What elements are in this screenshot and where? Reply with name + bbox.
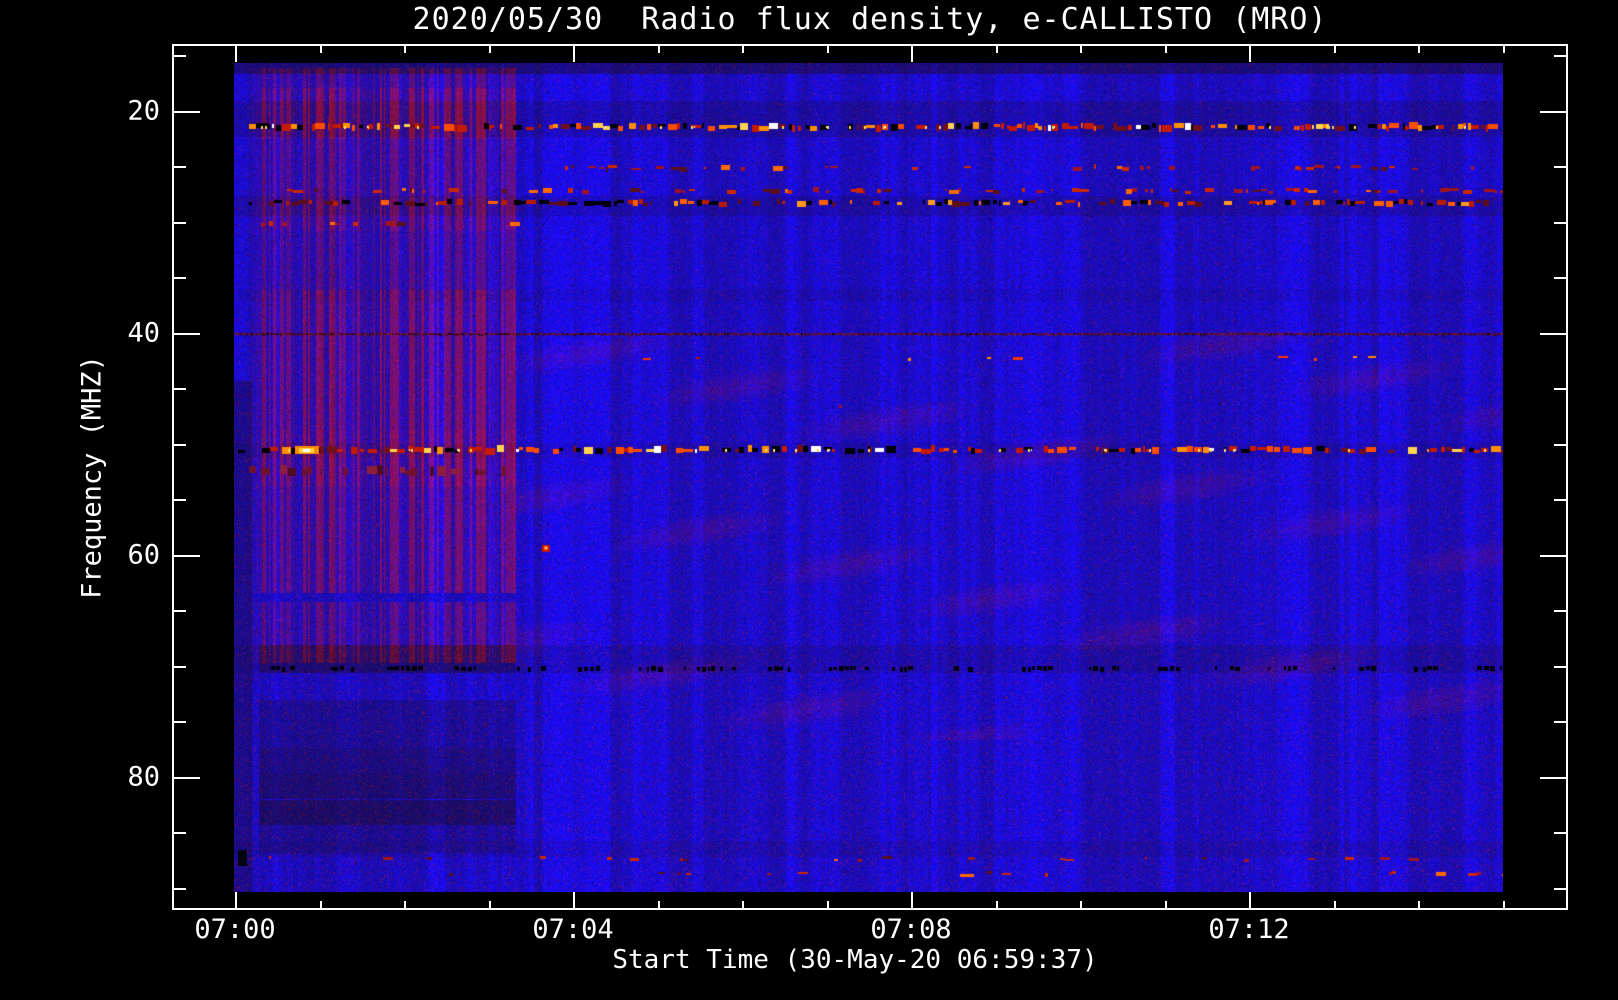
y-tick-label: 20 bbox=[127, 95, 160, 127]
axis-tick bbox=[172, 666, 186, 668]
axis-tick bbox=[573, 892, 575, 910]
axis-tick bbox=[1165, 901, 1167, 910]
axis-tick bbox=[996, 44, 998, 53]
x-tick-label: 07:00 bbox=[194, 914, 276, 945]
axis-tick bbox=[573, 44, 575, 62]
axis-tick bbox=[658, 901, 660, 910]
axis-tick bbox=[172, 555, 200, 557]
axis-tick bbox=[235, 44, 237, 62]
y-axis-title: Frequency (MHZ) bbox=[76, 355, 108, 599]
axis-tick bbox=[172, 388, 186, 390]
axis-tick bbox=[320, 44, 322, 53]
axis-tick bbox=[172, 444, 186, 446]
axis-tick bbox=[1554, 388, 1568, 390]
axis-tick bbox=[1554, 166, 1568, 168]
axis-tick bbox=[172, 333, 200, 335]
axis-tick bbox=[172, 832, 186, 834]
axis-tick bbox=[172, 111, 200, 113]
axis-tick bbox=[172, 222, 186, 224]
axis-tick bbox=[235, 892, 237, 910]
axis-tick bbox=[1503, 901, 1505, 910]
y-tick-label: 80 bbox=[127, 761, 160, 793]
axis-tick bbox=[172, 277, 186, 279]
axis-tick bbox=[742, 44, 744, 53]
x-tick-label: 07:08 bbox=[870, 914, 952, 945]
axis-tick bbox=[1554, 666, 1568, 668]
y-tick-label: 60 bbox=[127, 539, 160, 571]
axis-tick bbox=[1503, 44, 1505, 53]
axis-tick bbox=[1554, 832, 1568, 834]
axis-tick bbox=[1554, 444, 1568, 446]
axis-tick bbox=[1540, 777, 1568, 779]
axis-tick bbox=[911, 892, 913, 910]
axis-tick bbox=[320, 901, 322, 910]
axis-tick bbox=[1540, 555, 1568, 557]
axis-tick bbox=[404, 44, 406, 53]
axis-tick bbox=[1249, 892, 1251, 910]
axis-tick bbox=[1554, 888, 1568, 890]
axis-tick bbox=[1334, 901, 1336, 910]
axis-tick bbox=[1540, 333, 1568, 335]
axis-tick bbox=[911, 44, 913, 62]
axis-tick bbox=[1249, 44, 1251, 62]
axis-tick bbox=[489, 44, 491, 53]
axis-tick bbox=[172, 610, 186, 612]
x-tick-label: 07:12 bbox=[1208, 914, 1290, 945]
axis-tick bbox=[1554, 277, 1568, 279]
axis-tick bbox=[1080, 901, 1082, 910]
axis-tick bbox=[658, 44, 660, 53]
spectrogram-canvas bbox=[234, 63, 1503, 892]
axis-tick bbox=[1080, 44, 1082, 53]
axis-tick bbox=[1334, 44, 1336, 53]
axis-tick bbox=[172, 166, 186, 168]
x-axis-title: Start Time (30-May-20 06:59:37) bbox=[612, 945, 1098, 975]
axis-tick bbox=[1554, 222, 1568, 224]
axis-tick bbox=[1554, 499, 1568, 501]
axis-tick bbox=[1554, 55, 1568, 57]
axis-tick bbox=[1554, 610, 1568, 612]
axis-tick bbox=[172, 721, 186, 723]
axis-tick bbox=[742, 901, 744, 910]
axis-tick bbox=[172, 499, 186, 501]
y-tick-label: 40 bbox=[127, 317, 160, 349]
axis-tick bbox=[1554, 721, 1568, 723]
axis-tick bbox=[172, 777, 200, 779]
axis-tick bbox=[1418, 44, 1420, 53]
x-tick-label: 07:04 bbox=[532, 914, 614, 945]
axis-tick bbox=[172, 888, 186, 890]
axis-tick bbox=[827, 901, 829, 910]
axis-tick bbox=[172, 55, 186, 57]
axis-tick bbox=[1165, 44, 1167, 53]
axis-tick bbox=[489, 901, 491, 910]
axis-tick bbox=[996, 901, 998, 910]
axis-tick bbox=[404, 901, 406, 910]
axis-tick bbox=[1418, 901, 1420, 910]
chart-title: 2020/05/30 Radio flux density, e-CALLIST… bbox=[412, 2, 1328, 37]
axis-tick bbox=[827, 44, 829, 53]
axis-tick bbox=[1540, 111, 1568, 113]
